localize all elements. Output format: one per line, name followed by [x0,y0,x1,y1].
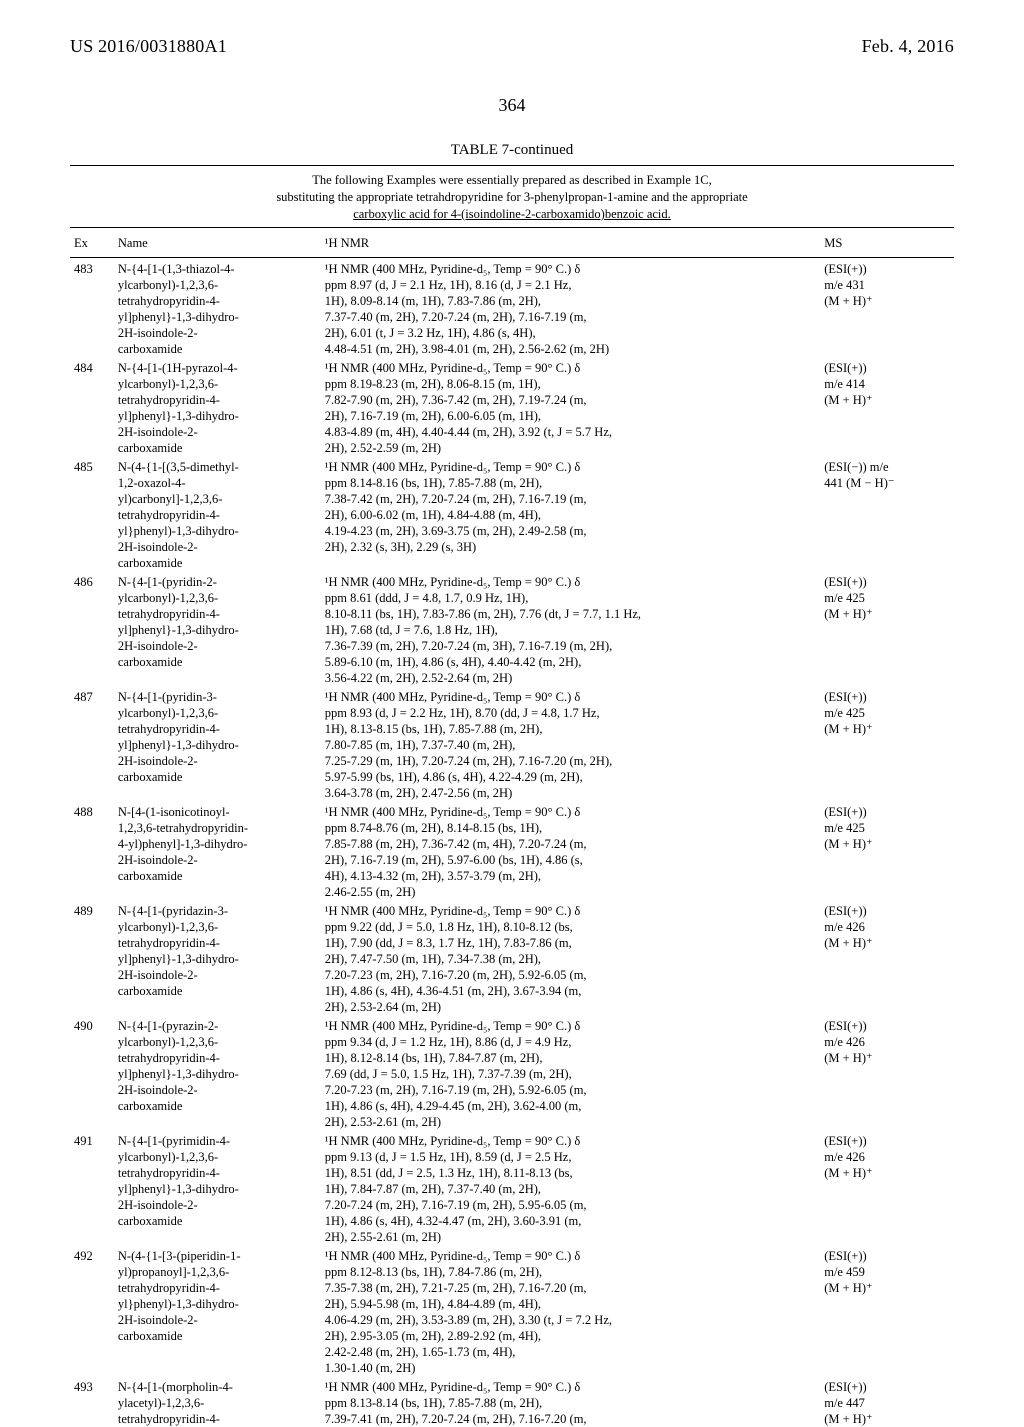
cell-name: N-{4-[1-(pyridin-3- ylcarbonyl)-1,2,3,6-… [114,686,321,801]
cell-nmr: ¹H NMR (400 MHz, Pyridine-d₅, Temp = 90°… [321,1130,820,1245]
cell-ex: 488 [70,801,114,900]
cell-ex: 489 [70,900,114,1015]
col-header-name: Name [114,228,321,258]
table-row: 493 N-{4-[1-(morpholin-4- ylacetyl)-1,2,… [70,1376,954,1427]
cell-nmr: ¹H NMR (400 MHz, Pyridine-d₅, Temp = 90°… [321,900,820,1015]
cell-ex: 493 [70,1376,114,1427]
cell-nmr: ¹H NMR (400 MHz, Pyridine-d₅, Temp = 90°… [321,357,820,456]
table-caption: The following Examples were essentially … [70,166,954,227]
table-row: 492 N-(4-{1-[3-(piperidin-1- yl)propanoy… [70,1245,954,1376]
table-caption-box: The following Examples were essentially … [70,165,954,228]
cell-name: N-{4-[1-(1,3-thiazol-4- ylcarbonyl)-1,2,… [114,257,321,357]
table-row: 485 N-(4-{1-[(3,5-dimethyl- 1,2-oxazol-4… [70,456,954,571]
col-header-ms: MS [820,228,954,258]
cell-name: N-(4-{1-[(3,5-dimethyl- 1,2-oxazol-4- yl… [114,456,321,571]
cell-nmr: ¹H NMR (400 MHz, Pyridine-d₅, Temp = 90°… [321,801,820,900]
cell-ms: (ESI(+)) m/e 426 (M + H)⁺ [820,900,954,1015]
cell-nmr: ¹H NMR (400 MHz, Pyridine-d₅, Temp = 90°… [321,257,820,357]
cell-ms: (ESI(+)) m/e 425 (M + H)⁺ [820,571,954,686]
cell-nmr: ¹H NMR (400 MHz, Pyridine-d₅, Temp = 90°… [321,1376,820,1427]
cell-name: N-{4-[1-(1H-pyrazol-4- ylcarbonyl)-1,2,3… [114,357,321,456]
col-header-nmr: ¹H NMR [321,228,820,258]
cell-name: N-(4-{1-[3-(piperidin-1- yl)propanoyl]-1… [114,1245,321,1376]
cell-nmr: ¹H NMR (400 MHz, Pyridine-d₅, Temp = 90°… [321,686,820,801]
cell-name: N-{4-[1-(pyridin-2- ylcarbonyl)-1,2,3,6-… [114,571,321,686]
cell-name: N-{4-[1-(pyrazin-2- ylcarbonyl)-1,2,3,6-… [114,1015,321,1130]
cell-ms: (ESI(+)) m/e 414 (M + H)⁺ [820,357,954,456]
cell-nmr: ¹H NMR (400 MHz, Pyridine-d₅, Temp = 90°… [321,1245,820,1376]
caption-line: substituting the appropriate tetrahdropy… [276,190,747,204]
cell-nmr: ¹H NMR (400 MHz, Pyridine-d₅, Temp = 90°… [321,456,820,571]
cell-name: N-{4-[1-(morpholin-4- ylacetyl)-1,2,3,6-… [114,1376,321,1427]
caption-line: carboxylic acid for 4-(isoindoline-2-car… [353,207,671,221]
cell-ms: (ESI(+)) m/e 425 (M + H)⁺ [820,801,954,900]
cell-ex: 483 [70,257,114,357]
cell-ms: (ESI(+)) m/e 425 (M + H)⁺ [820,686,954,801]
cell-ex: 490 [70,1015,114,1130]
cell-name: N-{4-[1-(pyridazin-3- ylcarbonyl)-1,2,3,… [114,900,321,1015]
caption-line: The following Examples were essentially … [312,173,712,187]
cell-ex: 487 [70,686,114,801]
publication-date: Feb. 4, 2016 [862,36,954,57]
cell-ex: 486 [70,571,114,686]
table-body: 483 N-{4-[1-(1,3-thiazol-4- ylcarbonyl)-… [70,257,954,1427]
table-row: 486 N-{4-[1-(pyridin-2- ylcarbonyl)-1,2,… [70,571,954,686]
col-header-ex: Ex [70,228,114,258]
cell-ms: (ESI(−)) m/e 441 (M − H)⁻ [820,456,954,571]
cell-name: N-{4-[1-(pyrimidin-4- ylcarbonyl)-1,2,3,… [114,1130,321,1245]
examples-table: Ex Name ¹H NMR MS 483 N-{4-[1-(1,3-thiaz… [70,228,954,1427]
cell-ex: 484 [70,357,114,456]
publication-number: US 2016/0031880A1 [70,36,227,57]
patent-page: US 2016/0031880A1 Feb. 4, 2016 364 TABLE… [0,0,1024,1320]
table-row: 487 N-{4-[1-(pyridin-3- ylcarbonyl)-1,2,… [70,686,954,801]
cell-ms: (ESI(+)) m/e 426 (M + H)⁺ [820,1015,954,1130]
cell-nmr: ¹H NMR (400 MHz, Pyridine-d₅, Temp = 90°… [321,1015,820,1130]
table-row: 483 N-{4-[1-(1,3-thiazol-4- ylcarbonyl)-… [70,257,954,357]
cell-ms: (ESI(+)) m/e 447 (M + H)⁺ [820,1376,954,1427]
table-row: 484 N-{4-[1-(1H-pyrazol-4- ylcarbonyl)-1… [70,357,954,456]
table-header-row: Ex Name ¹H NMR MS [70,228,954,258]
cell-ms: (ESI(+)) m/e 426 (M + H)⁺ [820,1130,954,1245]
cell-ex: 485 [70,456,114,571]
cell-ex: 491 [70,1130,114,1245]
cell-name: N-[4-(1-isonicotinoyl- 1,2,3,6-tetrahydr… [114,801,321,900]
page-number: 364 [70,95,954,116]
cell-ms: (ESI(+)) m/e 459 (M + H)⁺ [820,1245,954,1376]
cell-ms: (ESI(+)) m/e 431 (M + H)⁺ [820,257,954,357]
page-header: US 2016/0031880A1 Feb. 4, 2016 [70,36,954,57]
table-row: 489 N-{4-[1-(pyridazin-3- ylcarbonyl)-1,… [70,900,954,1015]
cell-nmr: ¹H NMR (400 MHz, Pyridine-d₅, Temp = 90°… [321,571,820,686]
table-row: 488 N-[4-(1-isonicotinoyl- 1,2,3,6-tetra… [70,801,954,900]
cell-ex: 492 [70,1245,114,1376]
table-row: 490 N-{4-[1-(pyrazin-2- ylcarbonyl)-1,2,… [70,1015,954,1130]
table-row: 491 N-{4-[1-(pyrimidin-4- ylcarbonyl)-1,… [70,1130,954,1245]
table-title: TABLE 7-continued [70,142,954,159]
